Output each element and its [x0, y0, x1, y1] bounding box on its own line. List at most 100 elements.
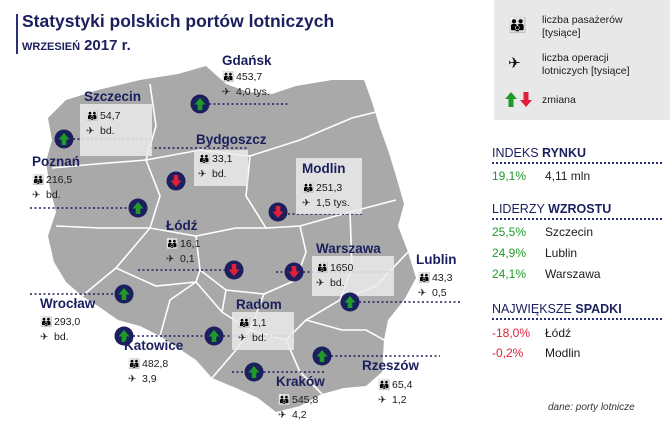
airplane-icon: ✈ [378, 395, 387, 406]
airplane-icon: ✈ [32, 190, 41, 201]
airplane-icon: ✈ [86, 126, 95, 137]
trend-marker-wroclaw [114, 284, 134, 304]
airplane-icon: ✈ [238, 333, 247, 344]
szczecin-box [80, 104, 152, 156]
arrow-down-icon [224, 260, 244, 280]
arrow-up-icon [190, 94, 210, 114]
airport-values-modlin: 👪 251,3 ✈ 1,5 tys. [302, 182, 350, 209]
trend-marker-rzeszow [312, 346, 332, 366]
trend-marker-modlin [268, 202, 288, 222]
airport-values-katowice: 👪 482,8 ✈ 3,9 [128, 358, 169, 385]
airport-values-bydgoszcz: 👪 33,1 ✈ bd. [198, 153, 233, 180]
radom-box [232, 312, 294, 350]
arrow-up-icon [54, 129, 74, 149]
airport-values-szczecin: 👪 54,7 ✈ bd. [86, 110, 121, 137]
arrow-down-icon [268, 202, 288, 222]
airport-values-rzeszow: 👪 65,4 ✈ 1,2 [378, 379, 413, 406]
airplane-icon: ✈ [166, 254, 175, 265]
leader-percent: 24,9% [492, 246, 527, 260]
passengers-icon: 👪 [166, 239, 179, 250]
airplane-icon: ✈ [508, 55, 521, 72]
airplane-icon: ✈ [198, 169, 207, 180]
subtitle-year: 2017 r. [84, 37, 131, 54]
leader-percent: 25,5% [492, 225, 527, 239]
arrow-down-icon [166, 171, 186, 191]
arrow-up-icon [312, 346, 332, 366]
declines-divider [492, 318, 662, 320]
decline-percent: -0,2% [492, 346, 524, 360]
airport-name-radom: Radom [236, 297, 282, 312]
arrow-up-icon [128, 198, 148, 218]
airport-values-poznan: 👪 216,5 ✈ bd. [32, 174, 73, 201]
passengers-icon: 👪 [86, 111, 99, 122]
subtitle-month: WRZESIEŃ [22, 41, 81, 53]
trend-marker-bydgoszcz [166, 171, 186, 191]
airport-values-lublin: 👪 43,3 ✈ 0,5 [418, 272, 453, 299]
passengers-icon: 👪 [128, 359, 141, 370]
arrow-up-icon [114, 326, 134, 346]
decline-percent: -18,0% [492, 326, 531, 340]
airplane-icon: ✈ [302, 198, 311, 209]
trend-marker-warszawa [284, 262, 304, 282]
bydgoszcz-box [194, 150, 248, 186]
airport-name-rzeszow: Rzeszów [362, 358, 420, 373]
passengers-icon: 👪 [222, 72, 235, 83]
airport-values-radom: 👪 1,1 ✈ bd. [238, 317, 267, 344]
trend-marker-katowice [114, 326, 134, 346]
modlin-box [296, 158, 362, 214]
trend-marker-poznan [128, 198, 148, 218]
leaders-divider [492, 218, 662, 220]
airport-name-lodz: Łódź [166, 218, 198, 233]
airport-values-krakow: 👪 545,8 ✈ 4,2 [278, 394, 319, 421]
airport-name-warszawa: Warszawa [316, 241, 381, 256]
airplane-icon: ✈ [278, 410, 287, 421]
passengers-icon: 👪 [302, 183, 315, 194]
leader-label: Lublin [545, 246, 578, 260]
source-note: dane: porty lotnicze [548, 402, 635, 413]
trend-marker-lublin [340, 292, 360, 312]
airport-name-poznan: Poznań [32, 154, 81, 169]
index-heading: INDEKS RYNKU [492, 146, 587, 160]
arrow-up-icon [340, 292, 360, 312]
index-percent: 19,1% [492, 169, 527, 183]
leader-lines [30, 103, 460, 373]
airport-name-gdansk: Gdańsk [222, 53, 272, 68]
airport-name-lublin: Lublin [416, 252, 457, 267]
decline-label: Modlin [545, 346, 581, 360]
trend-marker-radom [204, 326, 224, 346]
passengers-icon: 👪 [278, 395, 291, 406]
passengers-icon: 👪 [418, 273, 431, 284]
passengers-icon: 👪 [32, 175, 45, 186]
leaders-heading: LIDERZY WZROSTU [492, 202, 612, 216]
arrow-down-icon [284, 262, 304, 282]
leader-label: Warszawa [545, 267, 601, 281]
trend-marker-krakow [244, 362, 264, 382]
passengers-icon: 👪 [508, 17, 527, 34]
airport-values-gdansk: 👪 453,7 ✈ 4,0 tys. [222, 71, 270, 98]
airport-name-bydgoszcz: Bydgoszcz [196, 132, 267, 147]
trend-marker-lodz [224, 260, 244, 280]
arrow-up-icon [114, 284, 134, 304]
airplane-icon: ✈ [222, 87, 231, 98]
legend-panel: 👪 liczba pasażerów [tysiące] ✈ liczba op… [494, 0, 670, 120]
passengers-icon: 👪 [238, 318, 251, 329]
airport-name-katowice: Katowice [124, 338, 184, 353]
airplane-icon: ✈ [128, 374, 137, 385]
airport-name-krakow: Kraków [276, 374, 325, 389]
passengers-icon: 👪 [378, 380, 391, 391]
index-divider [492, 162, 662, 164]
leader-label: Szczecin [545, 225, 594, 239]
warszawa-box [312, 256, 394, 296]
arrow-up-icon [204, 326, 224, 346]
airport-values-wroclaw: 👪 293,0 ✈ bd. [40, 316, 81, 343]
passengers-icon: 👪 [40, 317, 53, 328]
trend-marker-szczecin [54, 129, 74, 149]
airport-name-modlin: Modlin [302, 161, 346, 176]
title-accent-bar [16, 14, 18, 54]
airport-name-szczecin: Szczecin [84, 89, 142, 104]
decline-label: Łódź [545, 326, 572, 340]
page-subtitle: WRZESIEŃ 2017 r. [22, 37, 131, 54]
airport-values-lodz: 👪 16,1 ✈ 0,1 [166, 238, 201, 265]
page-title: Statystyki polskich portów lotniczych [22, 11, 335, 31]
